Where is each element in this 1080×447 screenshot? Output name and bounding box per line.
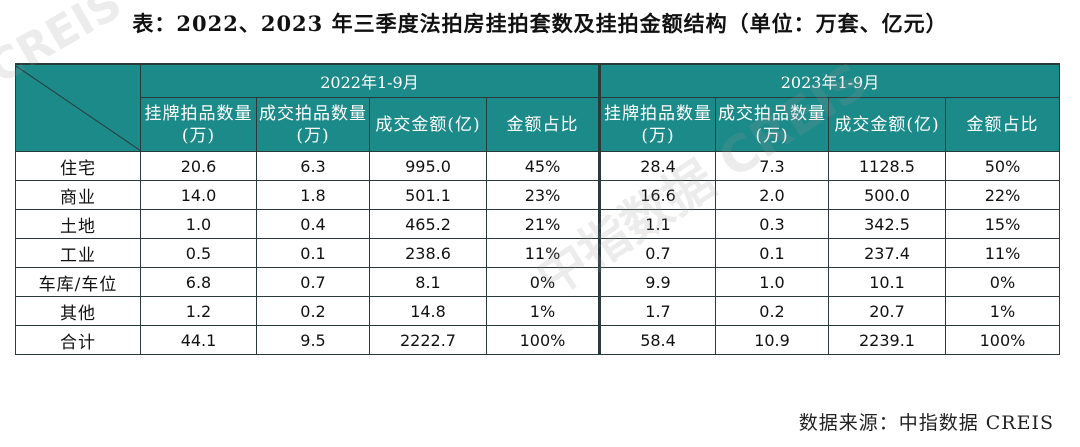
table-cell: 0.2 [715, 296, 829, 326]
table-row: 商业 14.0 1.8 501.1 23% 16.6 2.0 500.0 22% [15, 180, 1060, 210]
table-cell: 21% [486, 209, 600, 239]
table-row: 车库/车位 6.8 0.7 8.1 0% 9.9 1.0 10.1 0% [15, 267, 1060, 297]
table-cell: 44.1 [140, 325, 257, 355]
table-cell: 0.2 [256, 296, 370, 326]
table-body: 住宅 20.6 6.3 995.0 45% 28.4 7.3 1128.5 50% 商业 14.0 1… [15, 151, 1060, 355]
col-header-sold-2022: 成交拍品数量(万) [256, 97, 370, 152]
table-row: 其他 1.2 0.2 14.8 1% 1.7 0.2 20.7 1% [15, 296, 1060, 326]
table-row: 工业 0.5 0.1 238.6 11% 0.7 0.1 237.4 11% [15, 238, 1060, 268]
table-cell: 15% [945, 209, 1060, 239]
table-cell: 0.7 [598, 238, 716, 268]
table-cell: 500.0 [828, 180, 946, 210]
table-cell: 465.2 [369, 209, 487, 239]
table-cell: 10.1 [828, 267, 946, 297]
table-cell: 16.6 [598, 180, 716, 210]
col-header-share-2022: 金额占比 [486, 97, 600, 152]
source-note: 数据来源：中指数据 CREIS [798, 412, 1054, 434]
table-cell: 6.8 [140, 267, 257, 297]
table-cell: 0% [945, 267, 1060, 297]
table-row: 合计 44.1 9.5 2222.7 100% 58.4 10.9 2239.1 100% [15, 325, 1060, 355]
table-cell: 0.7 [256, 267, 370, 297]
table-cell: 0.4 [256, 209, 370, 239]
table-cell: 2222.7 [369, 325, 487, 355]
table-cell: 1% [945, 296, 1060, 326]
table-cell: 0.1 [256, 238, 370, 268]
table-cell: 1.1 [598, 209, 716, 239]
col-header-sold-2023: 成交拍品数量(万) [715, 97, 829, 152]
row-label: 工业 [15, 238, 141, 268]
table-cell: 28.4 [598, 151, 716, 181]
data-table: 2022年1-9月 2023年1-9月 挂牌拍品数量(万) 成交拍品数量(万) … [15, 63, 1060, 355]
table-title: 表：2022、2023 年三季度法拍房挂拍套数及挂拍金额结构（单位：万套、亿元） [132, 11, 948, 36]
period-header-2022: 2022年1-9月 [140, 63, 600, 98]
table-cell: 20.7 [828, 296, 946, 326]
table-cell: 14.0 [140, 180, 257, 210]
table-cell: 45% [486, 151, 600, 181]
table-cell: 7.3 [715, 151, 829, 181]
table-cell: 1.7 [598, 296, 716, 326]
table-cell: 10.9 [715, 325, 829, 355]
row-label: 住宅 [15, 151, 141, 181]
table-cell: 58.4 [598, 325, 716, 355]
row-label: 车库/车位 [15, 267, 141, 297]
col-header-share-2023: 金额占比 [945, 97, 1060, 152]
table-cell: 1.2 [140, 296, 257, 326]
table-cell: 50% [945, 151, 1060, 181]
table-cell: 0% [486, 267, 600, 297]
table-cell: 342.5 [828, 209, 946, 239]
table-cell: 14.8 [369, 296, 487, 326]
col-header-amount-2023: 成交金额(亿) [828, 97, 946, 152]
table-cell: 501.1 [369, 180, 487, 210]
table-cell: 0.5 [140, 238, 257, 268]
table-cell: 995.0 [369, 151, 487, 181]
table-cell: 6.3 [256, 151, 370, 181]
row-label: 土地 [15, 209, 141, 239]
table-cell: 0.3 [715, 209, 829, 239]
table-cell: 1% [486, 296, 600, 326]
table-cell: 100% [486, 325, 600, 355]
row-label: 其他 [15, 296, 141, 326]
row-label: 合计 [15, 325, 141, 355]
table-cell: 2239.1 [828, 325, 946, 355]
table-cell: 22% [945, 180, 1060, 210]
row-label: 商业 [15, 180, 141, 210]
table-cell: 1.8 [256, 180, 370, 210]
table-cell: 20.6 [140, 151, 257, 181]
table-cell: 9.5 [256, 325, 370, 355]
table-cell: 9.9 [598, 267, 716, 297]
table-cell: 0.1 [715, 238, 829, 268]
table-row: 住宅 20.6 6.3 995.0 45% 28.4 7.3 1128.5 50% [15, 151, 1060, 181]
table-cell: 1128.5 [828, 151, 946, 181]
period-header-2023: 2023年1-9月 [598, 63, 1060, 98]
table-cell: 100% [945, 325, 1060, 355]
col-header-listed-2023: 挂牌拍品数量(万) [598, 97, 716, 152]
table-cell: 8.1 [369, 267, 487, 297]
table-cell: 1.0 [140, 209, 257, 239]
col-header-listed-2022: 挂牌拍品数量(万) [140, 97, 257, 152]
table-cell: 1.0 [715, 267, 829, 297]
table-cell: 11% [486, 238, 600, 268]
table-cell: 238.6 [369, 238, 487, 268]
table-row: 土地 1.0 0.4 465.2 21% 1.1 0.3 342.5 15% [15, 209, 1060, 239]
table-cell: 11% [945, 238, 1060, 268]
table-cell: 2.0 [715, 180, 829, 210]
table-cell: 237.4 [828, 238, 946, 268]
table-cell: 23% [486, 180, 600, 210]
col-header-amount-2022: 成交金额(亿) [369, 97, 487, 152]
corner-diagonal-cell [15, 63, 141, 152]
